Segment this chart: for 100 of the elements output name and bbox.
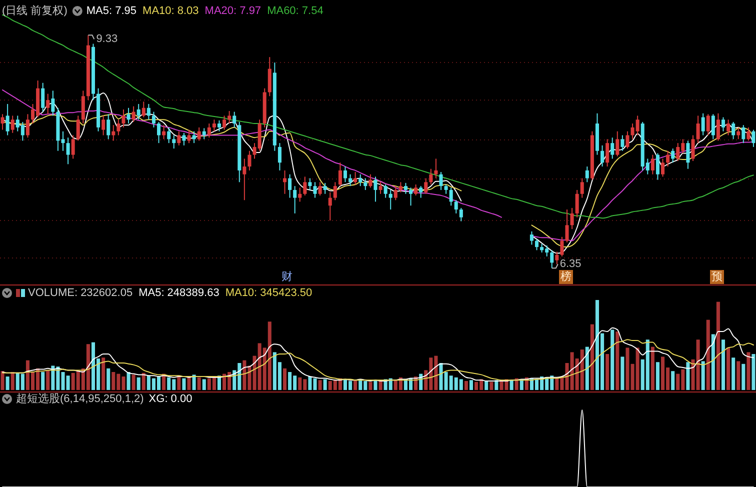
bar <box>671 371 675 390</box>
candlestick <box>560 236 564 257</box>
candlestick <box>217 120 222 132</box>
bar <box>484 381 488 390</box>
bar <box>354 380 358 390</box>
bar <box>752 354 756 390</box>
bar <box>192 374 196 390</box>
bar <box>726 348 730 390</box>
candlestick <box>298 187 302 202</box>
candlestick <box>268 56 272 97</box>
bar <box>742 364 746 390</box>
candlestick <box>732 121 736 140</box>
candlestick <box>384 184 388 198</box>
candlestick <box>378 182 382 194</box>
bar <box>202 379 206 390</box>
candlestick <box>282 170 287 194</box>
candlestick <box>318 182 322 196</box>
candlestick <box>152 111 156 128</box>
candlestick <box>10 115 14 134</box>
candlestick <box>26 114 30 138</box>
bar <box>469 380 474 390</box>
text: MA10: 8.03 <box>142 5 199 17</box>
candlestick <box>232 111 236 128</box>
candlestick <box>424 178 428 194</box>
bar <box>187 376 191 390</box>
chart-title: 超短选股(6,14,95,250,1,2) <box>16 392 144 405</box>
candlestick <box>575 189 579 218</box>
candlestick <box>222 115 226 130</box>
bar <box>656 362 660 390</box>
candlestick <box>414 184 418 196</box>
bar <box>132 374 136 390</box>
bar <box>626 348 630 390</box>
candlestick <box>374 176 378 202</box>
bar <box>197 377 201 390</box>
candlestick <box>242 158 246 201</box>
candlestick <box>348 174 352 187</box>
bar <box>701 361 705 390</box>
candlestick <box>429 168 433 185</box>
text: MA10: 345423.50 <box>225 287 312 299</box>
bar <box>494 380 498 390</box>
bar <box>102 358 106 390</box>
candlestick <box>41 82 45 112</box>
candlestick <box>288 174 292 198</box>
candlestick <box>701 112 705 136</box>
bar <box>378 381 382 390</box>
candlestick <box>156 121 161 144</box>
candlestick <box>600 144 604 168</box>
candlestick <box>338 162 342 187</box>
candlestick <box>248 150 252 171</box>
candlestick <box>585 166 589 183</box>
candlestick <box>172 134 176 150</box>
bar <box>10 372 14 390</box>
candlestick <box>303 176 307 196</box>
candlestick <box>404 182 408 194</box>
candlestick <box>368 174 372 188</box>
candlestick <box>293 186 297 214</box>
chart-title: (日线 前复权) <box>2 4 68 17</box>
candlestick <box>278 142 282 171</box>
bar <box>6 376 10 390</box>
candlestick <box>81 90 85 124</box>
candlestick <box>444 184 448 194</box>
text: XG: 0.00 <box>148 393 192 405</box>
candlestick <box>721 116 726 132</box>
candlestick <box>439 171 443 190</box>
candlestick <box>207 123 211 138</box>
bar <box>716 302 720 390</box>
candlestick <box>650 154 654 175</box>
bar <box>711 334 715 390</box>
bar <box>616 332 620 390</box>
candlestick <box>354 171 358 185</box>
bar <box>374 380 378 390</box>
text: MA5: 248389.63 <box>138 287 220 299</box>
bar <box>650 346 654 390</box>
candlestick <box>691 134 695 162</box>
candlestick <box>228 110 232 124</box>
bar <box>182 378 186 390</box>
annotation: 9.33 <box>96 33 118 46</box>
candlestick <box>454 200 458 214</box>
candlestick <box>606 138 610 168</box>
candlestick <box>308 178 312 190</box>
candlestick <box>660 158 665 178</box>
candlestick <box>328 192 332 221</box>
bar <box>500 381 504 390</box>
candlestick <box>394 186 398 201</box>
candlestick <box>167 126 171 144</box>
bar <box>706 320 710 390</box>
bar <box>0 371 4 390</box>
candlestick <box>116 119 120 136</box>
candlestick <box>534 238 539 251</box>
candlestick <box>459 207 463 222</box>
text: MA20: 7.97 <box>204 5 262 17</box>
candlestick <box>71 134 75 160</box>
candlestick <box>686 140 690 170</box>
candlestick <box>580 178 584 198</box>
candlestick <box>0 114 4 130</box>
candlestick <box>333 182 337 201</box>
bar <box>41 372 45 390</box>
candlestick <box>449 187 453 206</box>
candlestick <box>616 130 620 157</box>
candlestick <box>398 182 402 193</box>
